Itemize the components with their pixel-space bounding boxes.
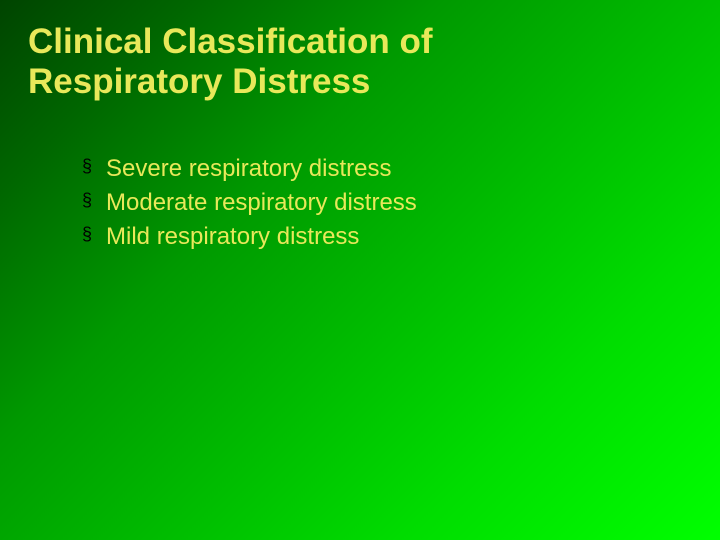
bullet-marker: § — [82, 187, 92, 214]
bullet-marker: § — [82, 153, 92, 180]
title-line-2: Respiratory Distress — [28, 62, 692, 102]
item-text: Moderate respiratory distress — [106, 187, 417, 219]
title-line-1: Clinical Classification of — [28, 22, 692, 62]
item-text: Severe respiratory distress — [106, 153, 391, 185]
item-text: Mild respiratory distress — [106, 221, 359, 253]
list-item: § Severe respiratory distress — [82, 153, 720, 185]
list-item: § Moderate respiratory distress — [82, 187, 720, 219]
bullet-list: § Severe respiratory distress § Moderate… — [82, 153, 720, 254]
list-item: § Mild respiratory distress — [82, 221, 720, 253]
slide-title: Clinical Classification of Respiratory D… — [0, 0, 720, 113]
bullet-marker: § — [82, 221, 92, 248]
